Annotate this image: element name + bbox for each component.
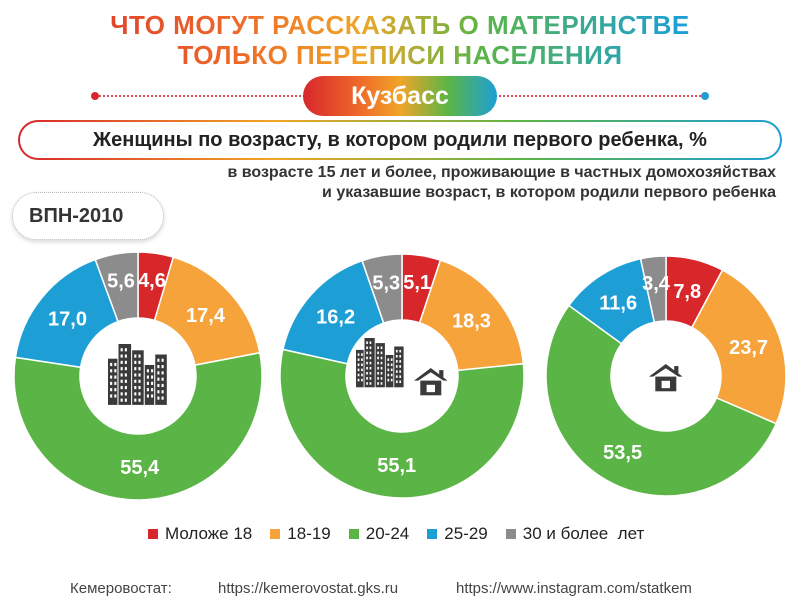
legend: Моложе 18 18-19 20-24 25-29 30 и более л… bbox=[148, 522, 662, 546]
slice-label-under-18: 5,1 bbox=[403, 272, 431, 294]
footer-site-link[interactable]: https://kemerovostat.gks.ru bbox=[218, 580, 399, 597]
legend-label: Моложе 18 bbox=[165, 524, 253, 543]
legend-swatch bbox=[427, 529, 438, 539]
donut-hole bbox=[612, 322, 720, 430]
legend-swatch bbox=[148, 529, 158, 539]
slice-label-25-29: 11,6 bbox=[599, 293, 637, 315]
slice-20-24 bbox=[545, 304, 778, 497]
title-line-1: ЧТО МОГУТ РАССКАЗАТЬ О МАТЕРИНСТВЕ bbox=[0, 10, 800, 41]
house-icon bbox=[649, 364, 683, 392]
city-buildings-icon bbox=[108, 344, 167, 405]
legend-item-18-19: 18-19 bbox=[270, 524, 331, 544]
slice-label-20-24: 55,4 bbox=[120, 457, 160, 479]
slice-18-19 bbox=[690, 269, 787, 425]
slice-label-25-29: 16,2 bbox=[316, 307, 355, 329]
census-badge: ВПН-2010 bbox=[12, 192, 164, 240]
legend-swatch bbox=[348, 529, 359, 539]
slice-label-25-29: 17,0 bbox=[48, 308, 87, 330]
note-line-2: и указавшие возраст, в котором родили пе… bbox=[322, 184, 776, 201]
slice-label-18-19: 23,7 bbox=[729, 337, 768, 359]
legend-item-under-18: Моложе 18 bbox=[148, 524, 252, 544]
note-line-1: в возрасте 15 лет и более, проживающие в… bbox=[227, 164, 777, 181]
slice-label-under-18: 7,8 bbox=[673, 281, 701, 303]
slice-label-30-plus: 5,6 bbox=[107, 270, 135, 292]
slice-30-plus bbox=[94, 251, 139, 323]
slice-25-29 bbox=[14, 258, 119, 369]
slice-20-24 bbox=[13, 351, 263, 501]
slice-label-30-plus: 3,4 bbox=[642, 273, 671, 295]
legend-item-25-29: 25-29 bbox=[427, 524, 488, 544]
slice-30-plus bbox=[639, 255, 667, 324]
legend-swatch bbox=[270, 529, 281, 539]
footer-instagram-link[interactable]: https://www.instagram.com/statkem bbox=[456, 580, 692, 597]
legend-item-30-plus: 30 и более лет bbox=[505, 524, 645, 544]
slice-label-18-19: 18,3 bbox=[452, 310, 491, 332]
city-and-house-icon bbox=[356, 338, 448, 396]
slice-label-20-24: 55,1 bbox=[377, 455, 416, 477]
legend-item-20-24: 20-24 bbox=[348, 524, 410, 544]
chart-subtitle: Женщины по возрасту, в котором родили пе… bbox=[18, 120, 782, 160]
slice-30-plus bbox=[361, 253, 403, 325]
donut-chart-3: 7,8 23,7 53,5 11,63,4 bbox=[545, 255, 787, 497]
slice-label-20-24: 53,5 bbox=[603, 442, 642, 464]
donut-chart-2: 5,1 18,3 55,1 16,2 5,3 bbox=[279, 253, 525, 499]
region-badge: Кузбасс bbox=[303, 76, 497, 116]
legend-label: 30 и более лет bbox=[522, 524, 645, 543]
legend-label: 25-29 bbox=[444, 524, 488, 543]
footer-source: Кемеровостат: bbox=[70, 580, 172, 597]
slice-label-30-plus: 5,3 bbox=[372, 272, 400, 294]
legend-label: 18-19 bbox=[287, 524, 331, 543]
legend-label: 20-24 bbox=[365, 524, 410, 543]
donut-chart-1: 4,6 17,4 55,4 17,0 5,6 bbox=[13, 251, 263, 501]
slice-18-19 bbox=[418, 259, 525, 372]
slice-label-18-19: 17,4 bbox=[186, 305, 226, 327]
slice-20-24 bbox=[279, 348, 525, 499]
legend-swatch bbox=[505, 529, 516, 539]
slice-label-under-18: 4,6 bbox=[138, 270, 166, 292]
footer: Кемеровостат: https://kemerovostat.gks.r… bbox=[0, 580, 800, 600]
title-line-2: ТОЛЬКО ПЕРЕПИСИ НАСЕЛЕНИЯ bbox=[0, 40, 800, 71]
slice-18-19 bbox=[153, 256, 261, 367]
